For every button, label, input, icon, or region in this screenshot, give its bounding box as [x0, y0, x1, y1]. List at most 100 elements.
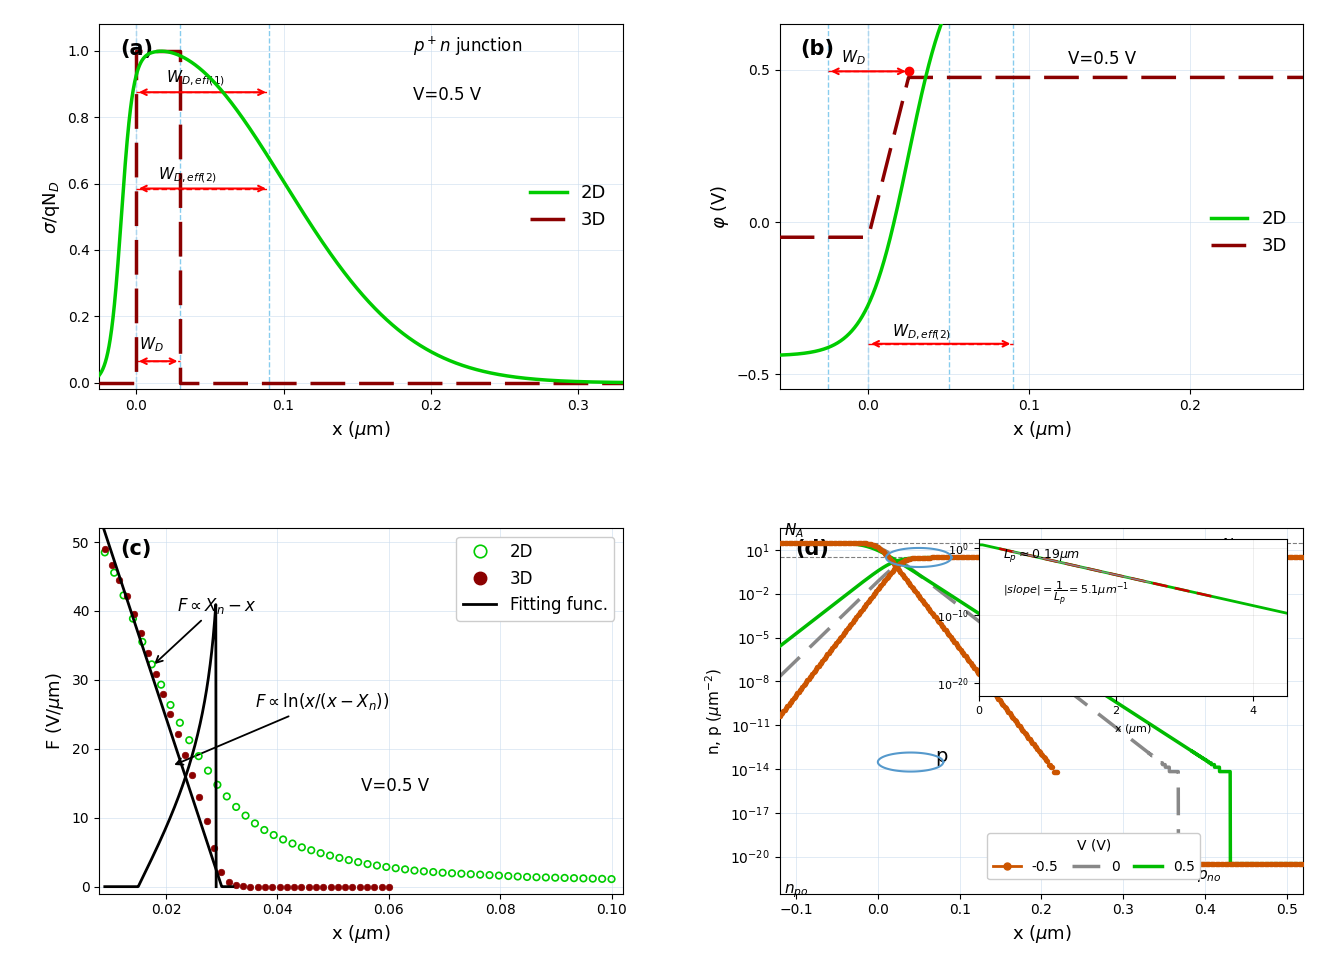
Point	[1278, 550, 1299, 565]
Point	[914, 550, 935, 565]
Point	[857, 536, 878, 552]
Point	[830, 631, 851, 646]
Point	[856, 596, 877, 611]
Point	[1262, 856, 1283, 871]
Point	[998, 704, 1019, 720]
Legend: 2D, 3D: 2D, 3D	[524, 177, 614, 237]
Point	[1216, 856, 1237, 871]
Point	[189, 789, 210, 805]
Point	[245, 815, 266, 831]
Point	[1065, 856, 1086, 871]
Point	[1123, 550, 1144, 565]
Point	[926, 611, 947, 627]
Point	[1039, 757, 1060, 773]
Point	[877, 569, 898, 584]
Y-axis label: $\sigma$/qN$_D$: $\sigma$/qN$_D$	[41, 180, 62, 234]
Point	[980, 550, 1002, 565]
Point	[1037, 550, 1058, 565]
Point	[818, 645, 839, 661]
Point	[1040, 757, 1061, 773]
Point	[1236, 856, 1257, 871]
Point	[916, 597, 937, 612]
Point	[1290, 856, 1311, 871]
Point	[889, 556, 910, 572]
Point	[1228, 856, 1249, 871]
Point	[1091, 550, 1113, 565]
Point	[1218, 856, 1240, 871]
Point	[852, 535, 873, 551]
Text: $W_D$: $W_D$	[139, 335, 164, 355]
Point	[1200, 856, 1221, 871]
Point	[1033, 550, 1054, 565]
Point	[1005, 714, 1027, 729]
Point	[1224, 856, 1245, 871]
Point	[1201, 856, 1222, 871]
Point	[992, 697, 1013, 713]
Point	[1013, 724, 1035, 739]
Point	[1140, 856, 1162, 871]
Legend: 2D, 3D: 2D, 3D	[1204, 203, 1294, 262]
Point	[1263, 856, 1285, 871]
Point	[800, 668, 822, 683]
Point	[306, 879, 327, 895]
Point	[828, 632, 849, 647]
Point	[1184, 550, 1205, 565]
Point	[827, 634, 848, 649]
Point	[894, 571, 916, 586]
Point	[1150, 550, 1171, 565]
Point	[1004, 712, 1025, 727]
Point	[1045, 764, 1066, 780]
Point	[802, 535, 823, 551]
Point	[1218, 550, 1240, 565]
Point	[968, 667, 990, 682]
Point	[277, 879, 298, 895]
Point	[1020, 733, 1041, 749]
Point	[865, 583, 886, 599]
Point	[1191, 856, 1212, 871]
Point	[826, 636, 847, 651]
Point	[811, 655, 832, 670]
Point	[792, 535, 814, 551]
Point	[1111, 856, 1132, 871]
Point	[1081, 856, 1102, 871]
Point	[327, 879, 348, 895]
Point	[1212, 550, 1233, 565]
Point	[934, 621, 955, 637]
Point	[1005, 550, 1027, 565]
Point	[1146, 856, 1167, 871]
Point	[1187, 856, 1208, 871]
Point	[1028, 743, 1049, 758]
Point	[775, 535, 796, 551]
Point	[859, 593, 880, 609]
Point	[1257, 550, 1278, 565]
Point	[908, 550, 929, 565]
Point	[1012, 722, 1033, 737]
Point	[1279, 856, 1301, 871]
Point	[792, 677, 814, 693]
Point	[1256, 550, 1277, 565]
Point	[927, 613, 949, 629]
Point	[835, 535, 856, 551]
Point	[1181, 856, 1203, 871]
Point	[291, 879, 312, 895]
Point	[1027, 741, 1048, 756]
Point	[1164, 550, 1185, 565]
Point	[1274, 856, 1295, 871]
Point	[964, 550, 986, 565]
Point	[1273, 550, 1294, 565]
Point	[1185, 550, 1207, 565]
Point	[908, 587, 929, 603]
Point	[573, 870, 594, 886]
Point	[796, 672, 818, 688]
Point	[782, 535, 803, 551]
Point	[916, 550, 937, 565]
Point	[864, 586, 885, 602]
Point	[1177, 856, 1199, 871]
Point	[836, 622, 857, 638]
Point	[1207, 856, 1228, 871]
Point	[923, 608, 945, 623]
Point	[116, 588, 138, 604]
Point	[890, 554, 912, 570]
Point	[1188, 550, 1209, 565]
Point	[1230, 856, 1252, 871]
